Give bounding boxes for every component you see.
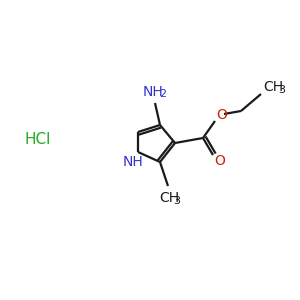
Text: CH: CH (159, 191, 179, 205)
Text: O: O (214, 154, 225, 168)
Text: 3: 3 (278, 85, 286, 95)
Text: O: O (217, 108, 227, 122)
Text: 2: 2 (159, 89, 167, 99)
Text: CH: CH (263, 80, 283, 94)
Text: NH: NH (123, 155, 143, 169)
Text: NH: NH (142, 85, 164, 99)
Text: 3: 3 (173, 196, 181, 206)
Text: HCl: HCl (25, 133, 51, 148)
